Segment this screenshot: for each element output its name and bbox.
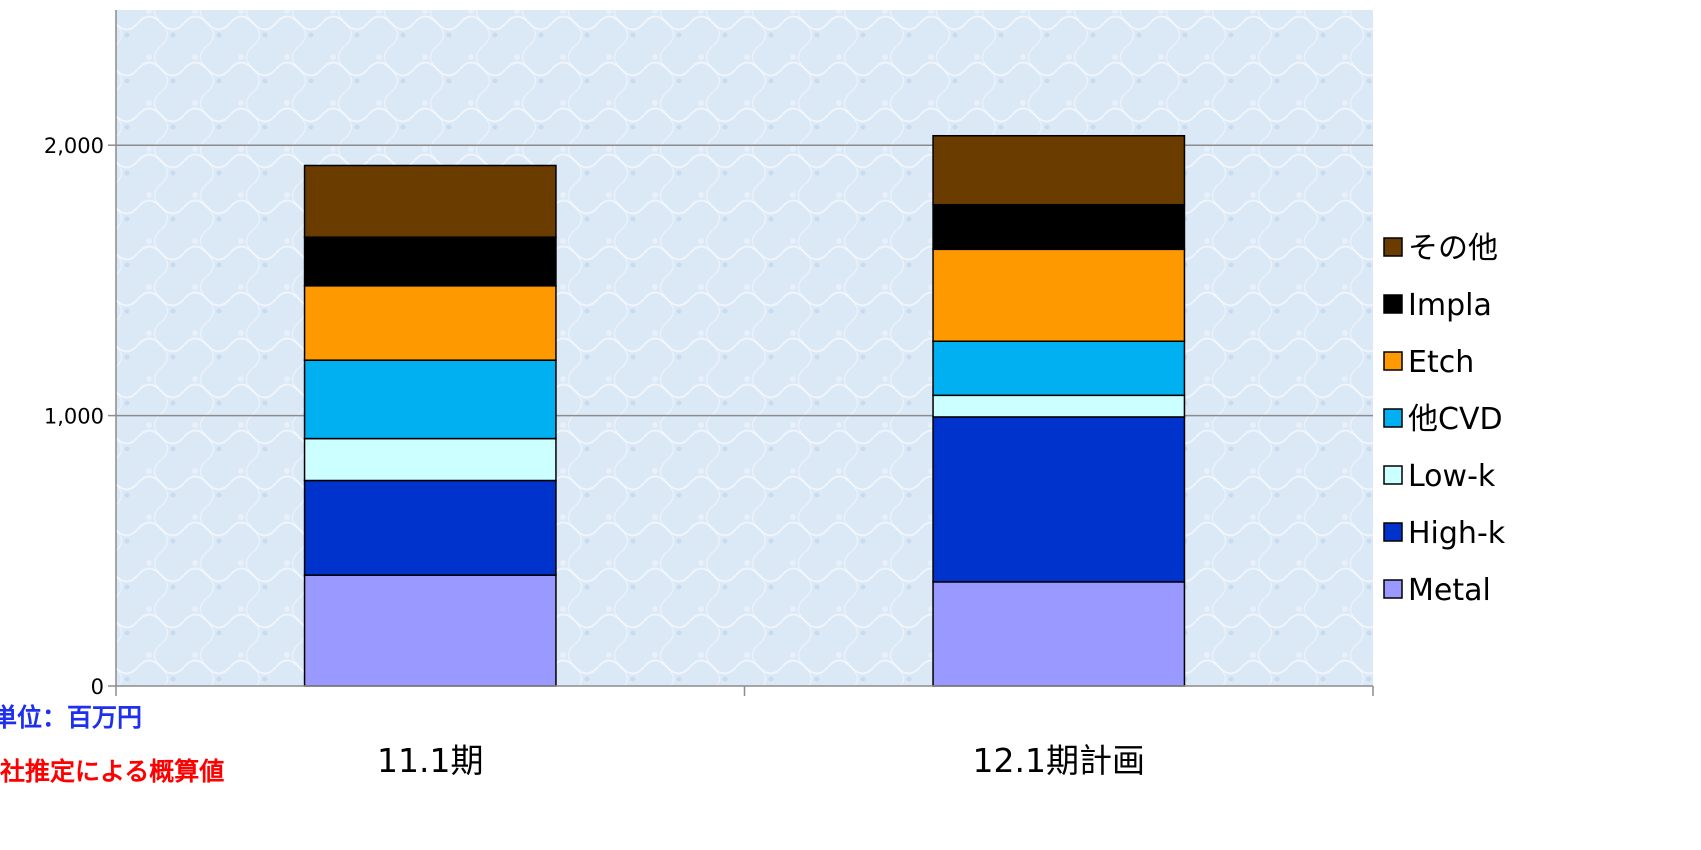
bar-segment-Metal-11.1期 bbox=[303, 574, 557, 687]
bar-segment-Metal-12.1期計画 bbox=[932, 581, 1186, 687]
x-category-label: 12.1期計画 bbox=[973, 741, 1145, 780]
legend-swatch bbox=[1383, 294, 1403, 314]
legend-label: Low-k bbox=[1408, 459, 1496, 494]
legend-swatch bbox=[1383, 351, 1403, 371]
legend-label: その他 bbox=[1408, 231, 1498, 266]
legend-label: High-k bbox=[1408, 516, 1506, 551]
bar-segment-その他-11.1期 bbox=[303, 164, 557, 238]
bar-segment-Etch-11.1期 bbox=[303, 285, 557, 361]
y-tick-label: 0 bbox=[91, 675, 104, 699]
bar-segment-Impla-11.1期 bbox=[303, 236, 557, 287]
axes: 0 1,000 2,000 11.1期 12.1期計画 bbox=[44, 10, 1374, 780]
legend-label: Impla bbox=[1408, 288, 1492, 323]
legend-swatch bbox=[1383, 522, 1403, 542]
bar-segment-他CVD-12.1期計画 bbox=[932, 340, 1186, 397]
bar-segment-High-k-12.1期計画 bbox=[932, 416, 1186, 583]
legend: その他 Impla Etch 他CVD Low-k High-k Metal bbox=[1383, 231, 1506, 608]
legend-label: Etch bbox=[1408, 345, 1474, 380]
legend-swatch bbox=[1383, 465, 1403, 485]
bar-segment-他CVD-11.1期 bbox=[303, 359, 557, 440]
bar-segment-Impla-12.1期計画 bbox=[932, 203, 1186, 251]
bar-segment-その他-12.1期計画 bbox=[932, 134, 1186, 206]
unit-note: 単位：百万円 bbox=[0, 703, 142, 732]
legend-swatch bbox=[1383, 237, 1403, 257]
legend-swatch bbox=[1383, 579, 1403, 599]
legend-label: 他CVD bbox=[1408, 402, 1503, 437]
bar-segment-Etch-12.1期計画 bbox=[932, 248, 1186, 342]
y-tick-label: 2,000 bbox=[44, 134, 104, 158]
bar-segment-Low-k-11.1期 bbox=[303, 437, 557, 482]
bar-segment-Low-k-12.1期計画 bbox=[932, 394, 1186, 418]
legend-label: Metal bbox=[1408, 573, 1491, 608]
legend-swatch bbox=[1383, 408, 1403, 428]
bars bbox=[303, 134, 1186, 687]
bar-segment-High-k-11.1期 bbox=[303, 479, 557, 576]
y-tick-label: 1,000 bbox=[44, 405, 104, 429]
estimate-note: 当社推定による概算値 bbox=[0, 757, 224, 786]
x-category-label: 11.1期 bbox=[377, 741, 483, 780]
